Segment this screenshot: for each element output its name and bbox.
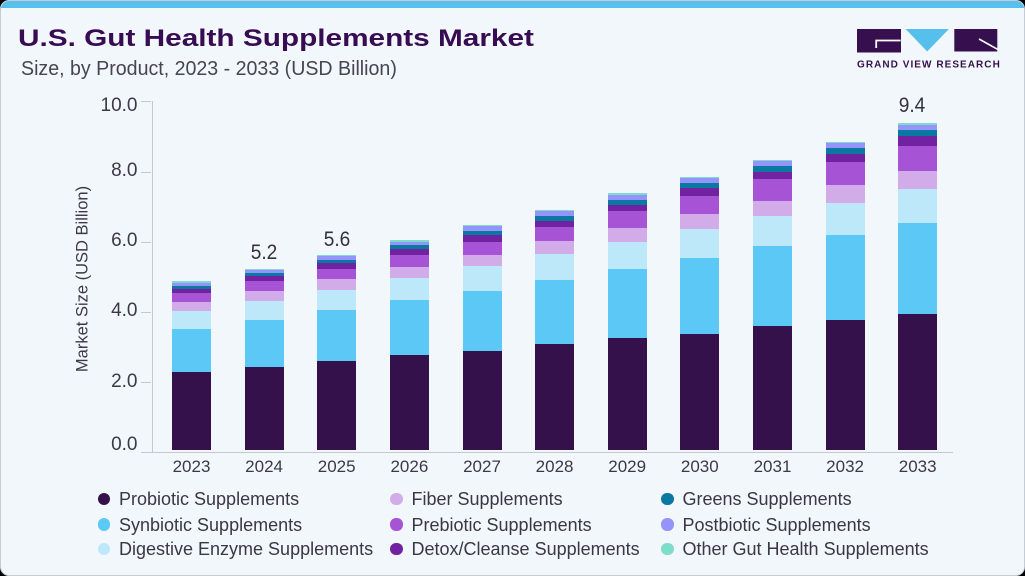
svg-text:GRAND VIEW RESEARCH: GRAND VIEW RESEARCH: [857, 60, 1001, 70]
